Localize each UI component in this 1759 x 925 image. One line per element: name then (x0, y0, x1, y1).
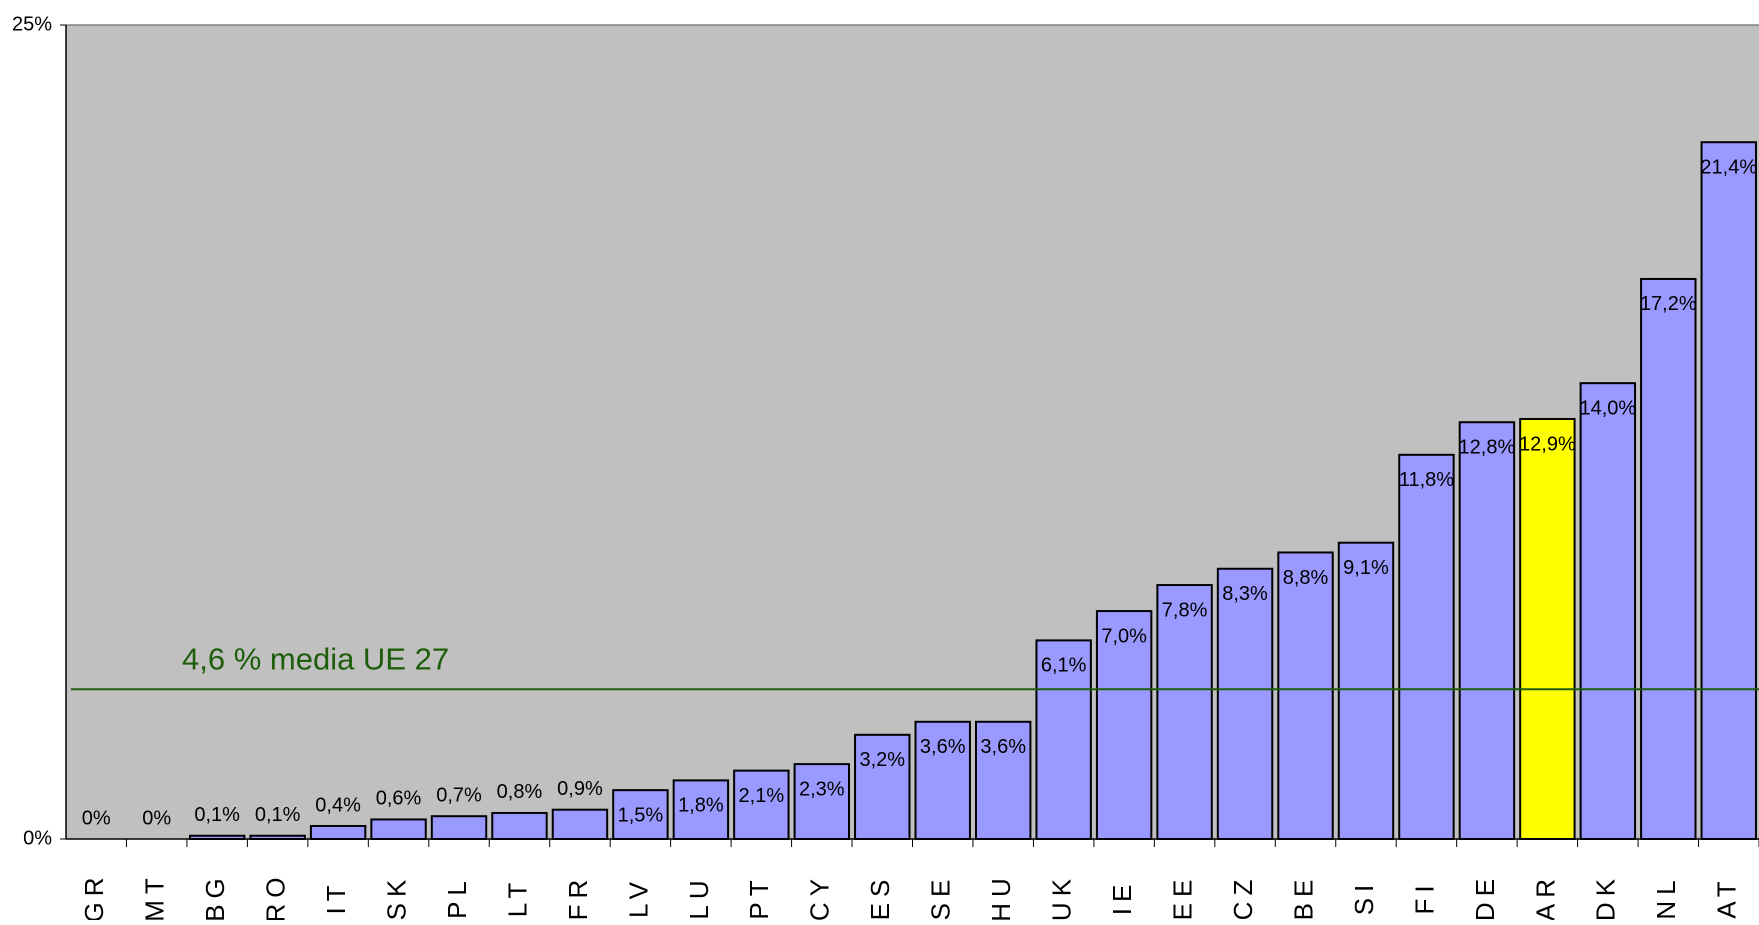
x-tick-label: CY (805, 873, 835, 920)
x-tick-label: NL (1651, 874, 1681, 919)
bar (1519, 417, 1576, 840)
bar (612, 789, 669, 840)
bar (1398, 453, 1455, 840)
bar (1700, 141, 1757, 840)
value-label: 0% (82, 807, 111, 829)
x-tick-label: PL (442, 875, 472, 919)
x-tick-label: MT (140, 872, 170, 920)
value-label: 11,8% (1399, 469, 1454, 491)
x-tick-label: LV (623, 876, 653, 918)
x-tick-label: RO (261, 872, 291, 921)
bar (1458, 421, 1516, 840)
value-label: 1,5% (618, 804, 664, 826)
x-tick-label: IT (321, 879, 351, 914)
x-tick-label: FR (563, 874, 593, 920)
value-label: 0,1% (255, 804, 301, 826)
x-tick-label: GR (79, 872, 109, 921)
x-tick-label: FI (1409, 879, 1439, 914)
value-label: 2,3% (799, 778, 845, 800)
x-tick-label: ES (865, 874, 895, 920)
value-label: 8,8% (1283, 567, 1329, 589)
y-tick-label: 25% (12, 13, 52, 35)
value-label: 0,9% (557, 778, 603, 800)
bar (1640, 277, 1697, 840)
bar (430, 815, 488, 841)
value-label: 3,6% (980, 736, 1026, 758)
value-label: 12,9% (1519, 433, 1576, 455)
value-label: 0,1% (194, 804, 240, 826)
value-label: 12,8% (1459, 437, 1516, 459)
value-label: 7,8% (1162, 599, 1208, 621)
value-label: 7,0% (1101, 625, 1147, 647)
value-label: 0,8% (497, 781, 543, 803)
value-label: 21,4% (1700, 156, 1757, 178)
x-tick-label: EE (1167, 874, 1197, 920)
bar (309, 824, 367, 841)
bar (370, 818, 427, 840)
bar (1035, 639, 1092, 840)
value-label: 3,6% (920, 736, 966, 758)
value-label: 17,2% (1640, 293, 1697, 315)
x-tick-label: HU (986, 872, 1016, 920)
bar (733, 769, 790, 841)
x-tick-label: LT (502, 877, 532, 917)
x-tick-label: SK (381, 874, 411, 920)
value-label: 0% (142, 807, 171, 829)
x-tick-label: BE (1288, 874, 1318, 920)
value-label: 1,8% (678, 795, 724, 817)
value-label: 3,2% (859, 749, 905, 771)
value-label: 2,1% (739, 785, 785, 807)
x-tick-label: DE (1470, 873, 1500, 920)
x-tick-label: SI (1349, 879, 1379, 916)
bar (1216, 567, 1274, 840)
x-tick-label: LU (684, 874, 714, 919)
bar (854, 733, 911, 840)
bar (491, 811, 548, 841)
x-tick-label: AR (1530, 873, 1560, 920)
bar (551, 808, 609, 840)
bar (1156, 584, 1213, 840)
value-label: 0,4% (315, 794, 361, 816)
value-label: 9,1% (1343, 557, 1389, 579)
bar (1337, 541, 1395, 840)
value-label: 0,6% (376, 788, 422, 810)
x-tick-label: CZ (1228, 874, 1258, 920)
x-tick-label: PT (744, 874, 774, 919)
bar (1095, 610, 1153, 841)
y-tick-label: 0% (23, 827, 52, 849)
value-label: 8,3% (1222, 583, 1268, 605)
bar (1277, 551, 1334, 840)
bar (1579, 382, 1637, 840)
x-tick-label: DK (1591, 873, 1621, 920)
x-tick-label: UK (1047, 873, 1077, 920)
value-label: 14,0% (1579, 397, 1636, 419)
value-label: 6,1% (1041, 655, 1087, 677)
x-tick-label: BG (200, 872, 230, 920)
x-tick-label: SE (926, 874, 956, 920)
value-label: 0,7% (436, 784, 482, 806)
x-tick-label: IE (1107, 879, 1137, 916)
reference-label: 4,6 % media UE 27 (182, 641, 449, 676)
bar (974, 720, 1032, 840)
x-tick-label: AT (1712, 875, 1742, 918)
bar (793, 763, 851, 840)
